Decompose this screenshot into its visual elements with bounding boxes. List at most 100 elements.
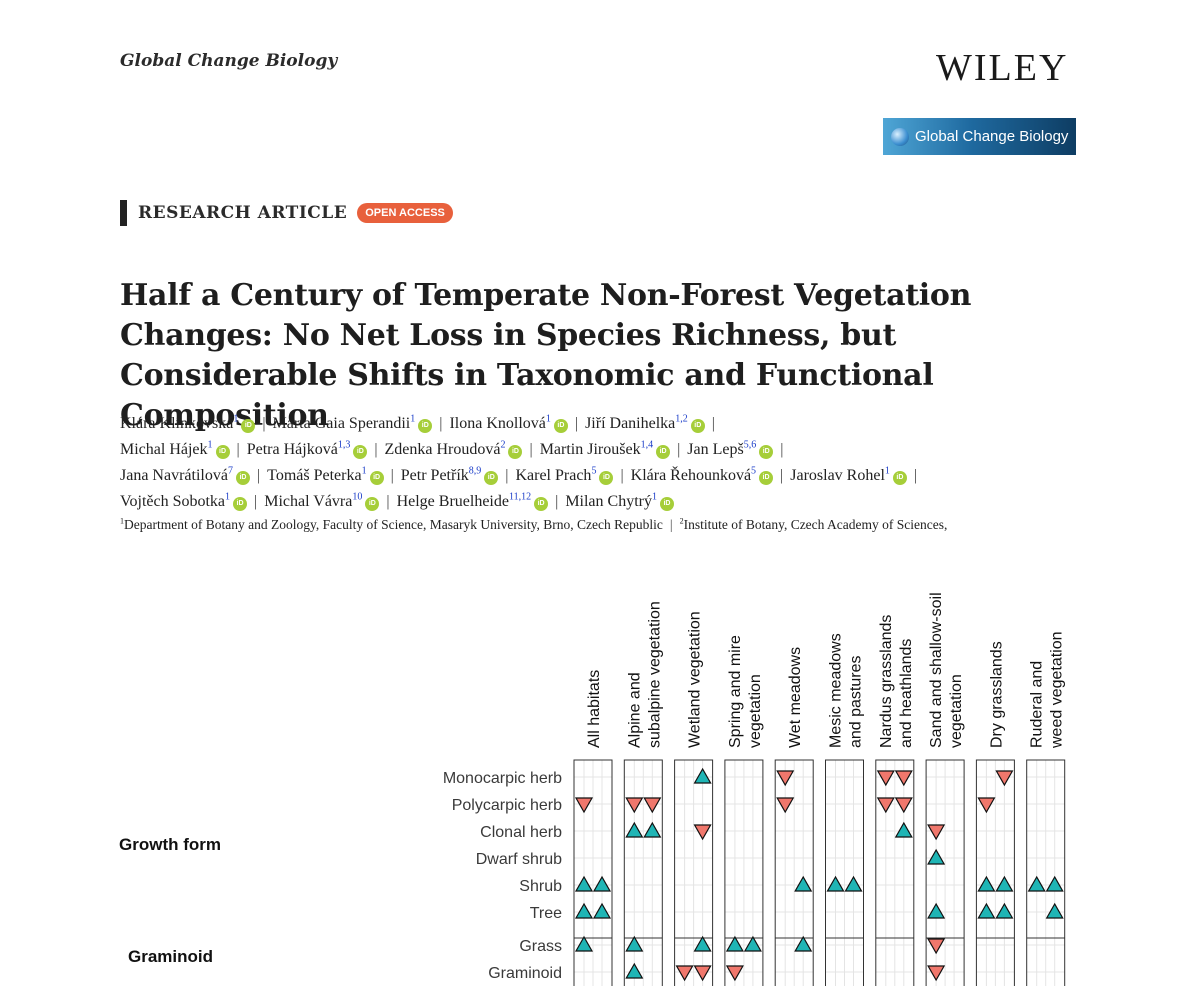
decrease-triangle bbox=[927, 965, 946, 982]
journal-badge[interactable]: Global Change Biology bbox=[883, 118, 1076, 155]
author-separator: | bbox=[439, 415, 443, 433]
author-separator: | bbox=[374, 441, 378, 459]
orcid-icon[interactable]: iD bbox=[892, 470, 907, 485]
increase-triangle bbox=[693, 767, 712, 784]
author-name[interactable]: Petra Hájková1,3iD bbox=[247, 439, 368, 460]
affiliation-text: Institute of Botany, Czech Academy of Sc… bbox=[683, 516, 948, 532]
author-separator: | bbox=[780, 466, 784, 484]
author-affiliation: 1 bbox=[545, 414, 551, 425]
column-label-line: vegetation bbox=[948, 674, 965, 748]
author-affiliation: 5 bbox=[591, 465, 597, 477]
author-name[interactable]: Jiří Danihelka1,2iD bbox=[585, 414, 705, 434]
author-affiliation: 1,4 bbox=[640, 439, 654, 451]
author-affiliation: 5 bbox=[751, 465, 757, 477]
author-affiliation: 1 bbox=[225, 491, 231, 503]
orcid-icon[interactable]: iD bbox=[656, 445, 671, 460]
orcid-icon[interactable]: iD bbox=[508, 445, 523, 460]
author-name[interactable]: Jan Lepš5,6iD bbox=[687, 440, 774, 460]
author-separator: | bbox=[711, 415, 715, 433]
orcid-icon[interactable]: iD bbox=[418, 419, 433, 434]
orcid-icon[interactable]: iD bbox=[690, 419, 705, 434]
column-label-line: Alpine and bbox=[626, 672, 643, 748]
decrease-triangle bbox=[693, 824, 712, 841]
decrease-triangle bbox=[894, 797, 913, 814]
increase-triangle bbox=[894, 821, 913, 838]
decrease-triangle bbox=[894, 770, 913, 787]
author-affiliation: 1 bbox=[233, 414, 239, 425]
author-name[interactable]: Vojtěch Sobotka1iD bbox=[120, 491, 248, 511]
affiliation-text: Department of Botany and Zoology, Facult… bbox=[124, 516, 663, 532]
author-name[interactable]: Klára Řehounková5iD bbox=[631, 465, 774, 485]
increase-triangle bbox=[977, 875, 996, 892]
orcid-icon[interactable]: iD bbox=[215, 445, 230, 460]
orcid-icon[interactable]: iD bbox=[353, 445, 368, 460]
column-label-line: Mesic meadows bbox=[828, 633, 845, 748]
author-affiliation: 11,12 bbox=[508, 491, 532, 503]
column-label: Alpine and subalpine vegetation bbox=[626, 601, 663, 748]
author-name[interactable]: Marta Gaia Sperandii1iD bbox=[273, 414, 433, 434]
publisher-logo[interactable]: WILEY bbox=[936, 47, 1069, 89]
column-label: Ruderal and weed vegetation bbox=[1029, 631, 1066, 749]
column-label: Mesic meadows and pastures bbox=[828, 633, 865, 748]
orcid-icon[interactable]: iD bbox=[233, 496, 248, 511]
author-name[interactable]: Tomáš Peterka1iD bbox=[267, 466, 384, 485]
journal-badge-label: Global Change Biology bbox=[915, 128, 1069, 145]
increase-triangle bbox=[592, 902, 612, 919]
column-label-line: Dry grasslands bbox=[988, 641, 1005, 748]
increase-triangle bbox=[574, 935, 594, 952]
orcid-icon[interactable]: iD bbox=[534, 496, 549, 511]
author-name[interactable]: Jaroslav Rohel1iD bbox=[790, 465, 907, 485]
orcid-icon[interactable]: iD bbox=[484, 470, 499, 485]
panel-border bbox=[573, 759, 613, 990]
orcid-icon[interactable]: iD bbox=[365, 496, 380, 511]
orcid-icon[interactable]: iD bbox=[369, 470, 384, 485]
panel-border bbox=[925, 759, 965, 990]
increase-triangle bbox=[927, 848, 946, 865]
increase-triangle bbox=[794, 875, 813, 892]
decrease-triangle bbox=[977, 797, 996, 814]
author-separator: | bbox=[913, 466, 918, 484]
affiliation-separator: | bbox=[669, 516, 673, 532]
column-label: Wetland vegetation bbox=[687, 611, 704, 748]
author-name[interactable]: Jana Navrátilová7iD bbox=[120, 466, 250, 485]
globe-icon bbox=[891, 127, 909, 146]
orcid-icon[interactable]: iD bbox=[241, 419, 256, 434]
author-name[interactable]: Milan Chytrý1iD bbox=[565, 491, 674, 511]
author-name[interactable]: Karel Prach5iD bbox=[515, 465, 614, 485]
increase-triangle bbox=[643, 821, 662, 838]
orcid-icon[interactable]: iD bbox=[759, 445, 774, 460]
author-name[interactable]: Petr Petřík8,9iD bbox=[401, 465, 499, 485]
author-name[interactable]: Michal Vávra10iD bbox=[264, 491, 380, 511]
orcid-icon[interactable]: iD bbox=[759, 470, 774, 485]
author-separator: | bbox=[780, 441, 784, 459]
panel-border bbox=[724, 759, 764, 990]
orcid-icon[interactable]: iD bbox=[553, 419, 568, 434]
orcid-icon[interactable]: iD bbox=[235, 470, 250, 485]
author-line: Jana Navrátilová7iD | Tomáš Peterka1iD | Pet… bbox=[120, 461, 1080, 487]
column-label: Nardus grasslands and heathlands bbox=[878, 615, 915, 748]
author-line: Michal Hájek1iD | Petra Hájková1,3iD | Zdenk… bbox=[120, 435, 1080, 461]
author-name[interactable]: Michal Hájek1iD bbox=[120, 440, 230, 460]
author-affiliation: 1 bbox=[884, 465, 890, 477]
author-name[interactable]: Helge Bruelheide11,12iD bbox=[397, 491, 549, 511]
orcid-icon[interactable]: iD bbox=[599, 470, 614, 485]
affiliation-number: 1 bbox=[120, 516, 124, 525]
increase-triangle bbox=[826, 875, 845, 892]
author-name[interactable]: Klára Klinkovská1iD bbox=[120, 414, 256, 434]
orcid-icon[interactable]: iD bbox=[659, 496, 674, 511]
column-label: Dry grasslands bbox=[988, 641, 1005, 748]
author-affiliation: 10 bbox=[352, 491, 363, 503]
increase-triangle bbox=[1045, 902, 1064, 919]
decrease-triangle bbox=[643, 797, 662, 814]
increase-triangle bbox=[743, 935, 762, 952]
author-name[interactable]: Zdenka Hroudová2iD bbox=[385, 440, 523, 460]
panel-border bbox=[875, 759, 915, 990]
panel-border bbox=[774, 759, 814, 990]
panel-border bbox=[825, 759, 864, 990]
author-affiliation: 1,3 bbox=[337, 439, 351, 451]
column-label: Spring and mire vegetation bbox=[727, 635, 764, 748]
author-affiliation: 8,9 bbox=[468, 465, 482, 477]
author-name[interactable]: Martin Jiroušek1,4iD bbox=[540, 439, 671, 460]
panel-border bbox=[975, 759, 1015, 990]
author-name[interactable]: Ilona Knollová1iD bbox=[449, 414, 568, 434]
